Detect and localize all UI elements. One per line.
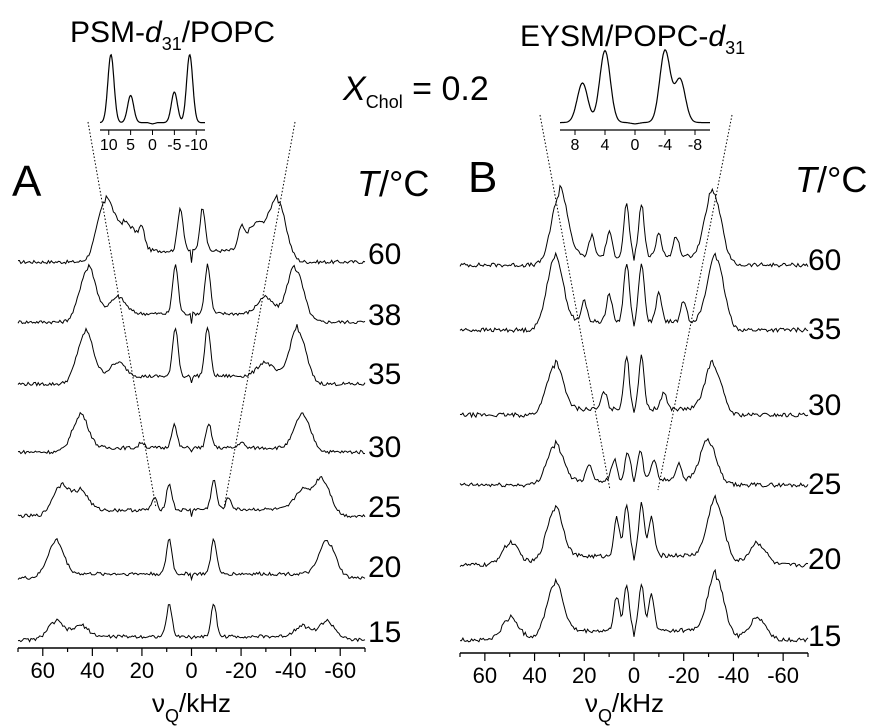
temperature-label: 35 [368,358,401,391]
temperature-label: 25 [368,491,401,524]
guide-dotted-line [657,114,733,491]
spectrum-trace [459,184,809,268]
x-tick-label: -60 [324,658,356,683]
panel-b-temp-unit: /°C [817,159,867,200]
x-tick-label: 20 [130,658,154,683]
panel-a-xlabel-sub: Q [165,706,179,726]
inset-tick-label: 8 [571,137,580,154]
panel-a-title-main: PSM- [70,16,145,49]
x-tick-label: -40 [275,658,307,683]
spectrum-trace [459,354,809,419]
x-tick-label: -20 [225,658,257,683]
chol-label: XChol = 0.2 [342,70,489,112]
temperature-label: 35 [808,313,841,346]
panel-b-xlabel-main: ν [585,688,598,718]
panel-a-temp-label: T/°C [357,163,429,204]
panel-b-title: EYSM/POPC-d31 [520,20,745,58]
spectrum-trace [459,437,809,488]
inset-tick-label: 5 [126,137,135,154]
panel-a-title-tail: /POPC [182,16,275,49]
panel-a-xlabel-tail: /kHz [179,688,231,718]
temperature-label: 20 [368,551,401,584]
temperature-label: 15 [808,620,841,653]
inset-trace [99,53,205,125]
panel-b-temp-label: T/°C [795,159,867,200]
inset-tick-label: 0 [148,137,157,154]
x-tick-label: 40 [80,658,104,683]
temperature-label: 25 [808,468,841,501]
x-tick-label: -20 [668,663,700,688]
guide-dotted-line [223,121,296,509]
spectrum-trace [17,411,366,455]
panel-b-title-main: EYSM/POPC- [520,20,708,53]
inset-tick-label: -4 [658,137,672,154]
spectrum-trace [17,324,366,387]
x-tick-label: 60 [31,658,55,683]
inset-tick-label: 10 [100,137,118,154]
temperature-label: 60 [368,238,401,271]
inset-tick-label: -10 [185,137,208,154]
x-tick-label: 60 [473,663,497,688]
panel-a-temp-var: T [357,163,382,204]
inset-tick-label: -8 [688,137,702,154]
panel-a-letter: A [12,157,42,206]
panel-b-letter: B [468,153,497,202]
panel-a-xlabel-main: ν [152,688,165,718]
panel-a-title-italic: d [145,16,163,49]
panel-a-temp-unit: /°C [379,163,429,204]
x-tick-label: -40 [718,663,750,688]
spectrum-trace [459,568,809,643]
x-tick-label: -60 [767,663,799,688]
temperature-label: 30 [368,431,401,464]
panel-b-xlabel-sub: Q [598,706,612,726]
spectrum-trace [17,475,366,519]
panel-b-title-sub: 31 [725,38,745,58]
x-tick-label: 20 [572,663,596,688]
chol-rest: = 0.2 [403,70,489,108]
panel-a-title: PSM-d31/POPC [70,16,275,54]
chol-var: X [342,70,367,108]
panel-b-xlabel: νQ/kHz [585,688,664,726]
inset-tick-label: 0 [631,137,640,154]
spectrum-trace [459,251,809,334]
chol-sub: Chol [366,92,403,112]
panel-a-xlabel: νQ/kHz [152,688,231,726]
temperature-label: 30 [808,389,841,422]
spectrum-trace [17,603,366,643]
x-tick-label: 40 [522,663,546,688]
panel-b-title-italic: d [708,20,726,53]
panel-b-temp-var: T [795,159,820,200]
spectrum-trace [459,494,809,568]
temperature-label: 60 [808,244,841,277]
inset-trace [560,48,710,125]
spectrum-trace [17,193,366,265]
guide-dotted-line [539,114,611,491]
guide-dotted-line [87,121,157,509]
temperature-label: 38 [368,299,401,332]
x-tick-label: 0 [185,658,197,683]
temperature-label: 20 [808,543,841,576]
inset-tick-label: -5 [167,137,181,154]
panel-a-title-sub: 31 [162,34,182,54]
panel-b-xlabel-tail: /kHz [612,688,664,718]
spectrum-trace [17,263,366,325]
x-tick-label: 0 [628,663,640,688]
spectrum-trace [17,537,366,582]
inset-tick-label: 4 [601,137,610,154]
temperature-label: 15 [368,616,401,649]
